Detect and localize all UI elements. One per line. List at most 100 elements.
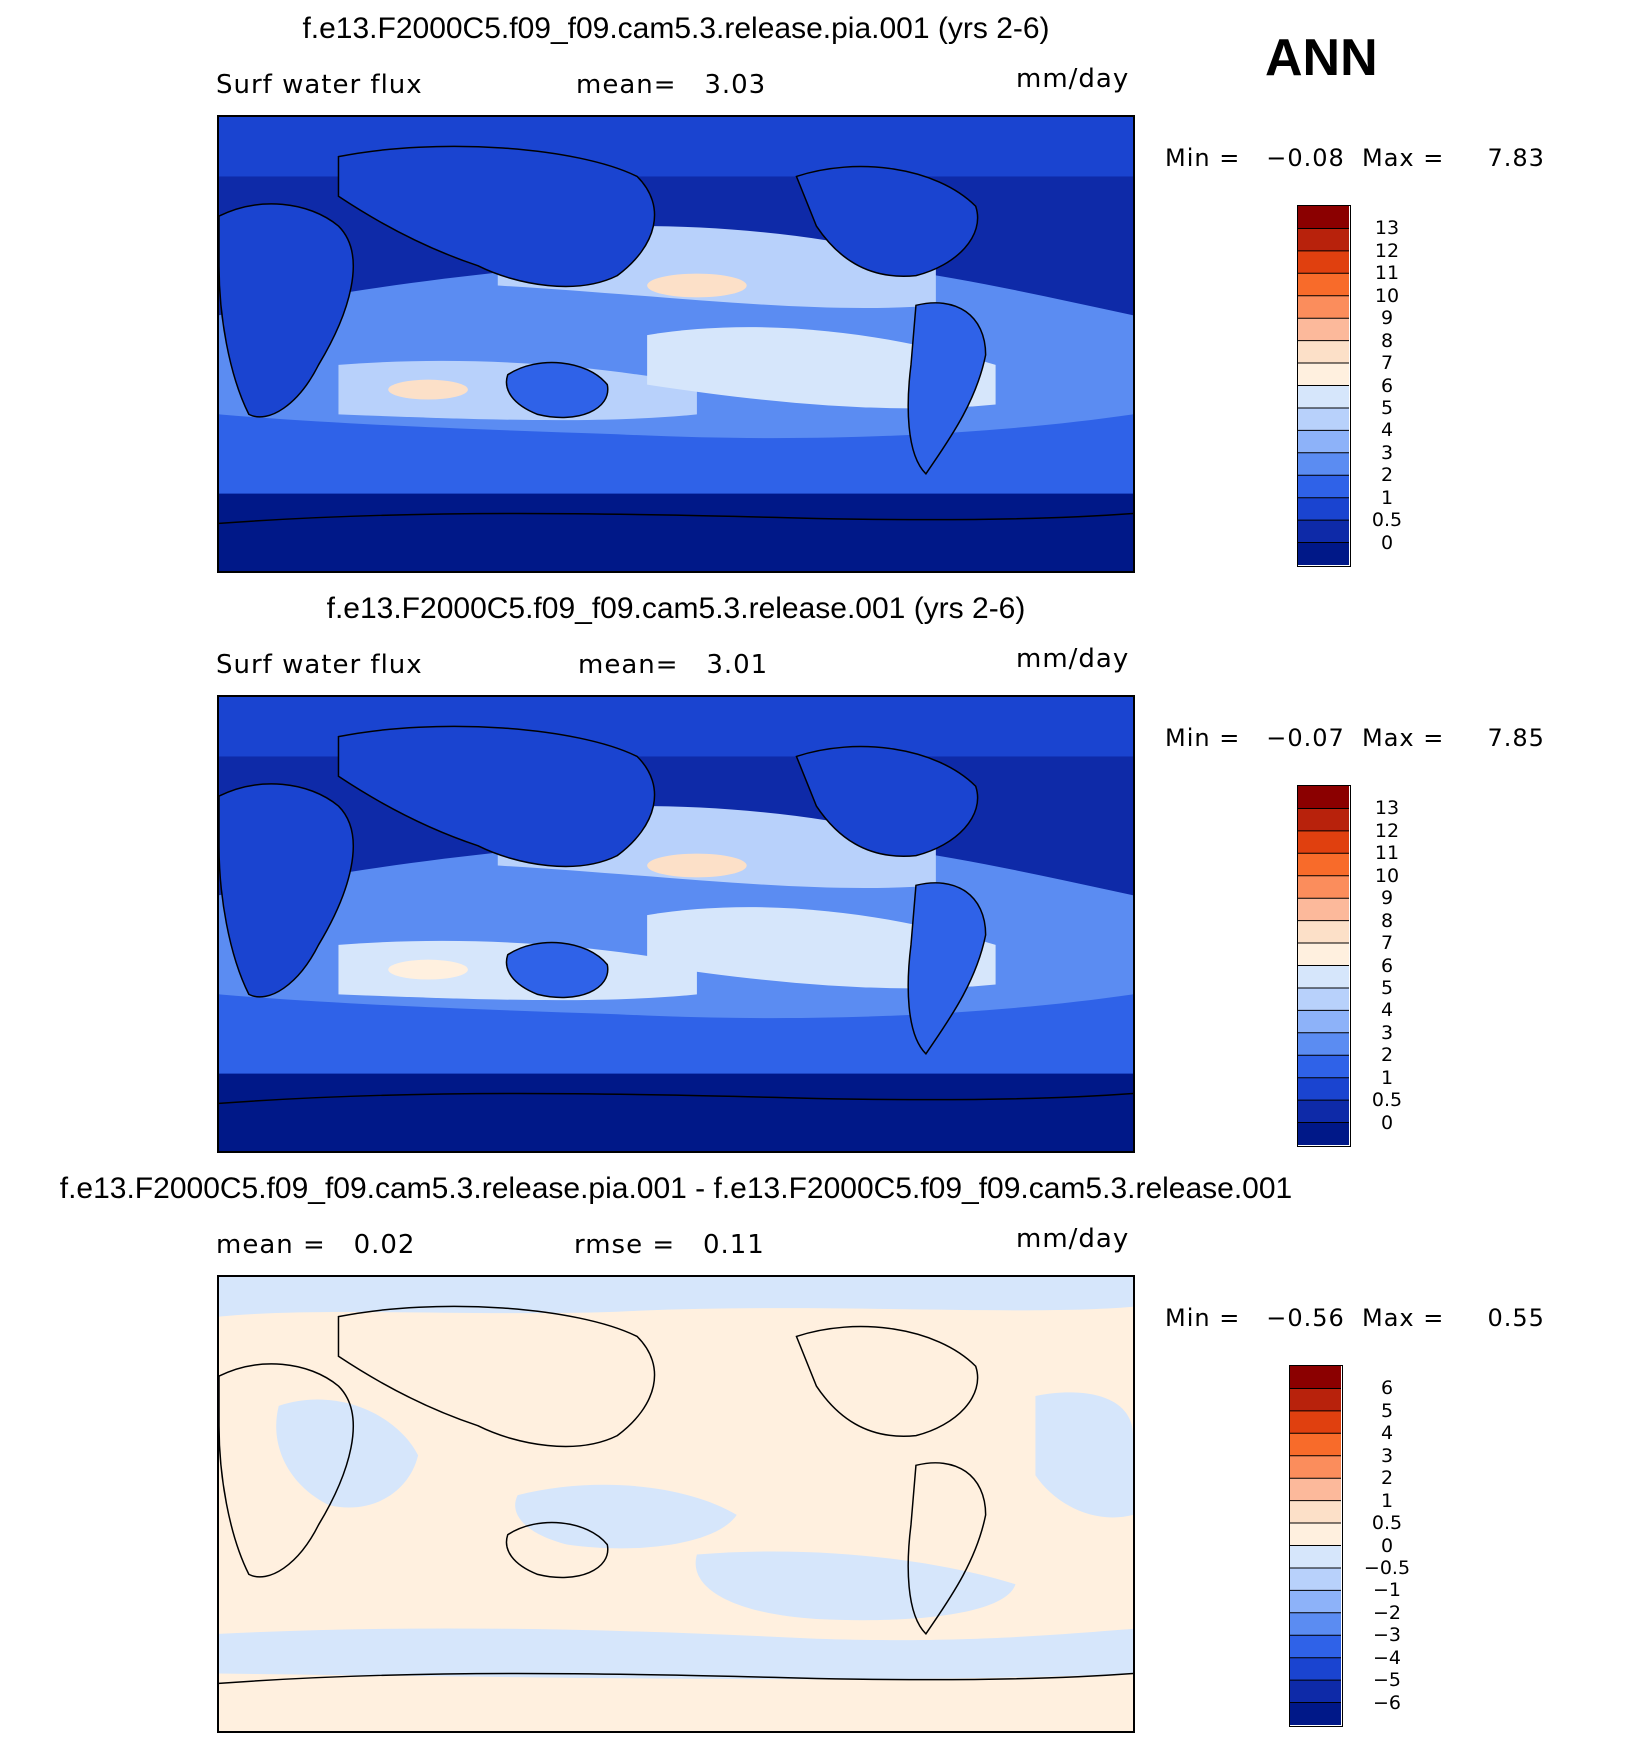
panel-1-colorbar-tick-label: 0.5 xyxy=(1371,509,1403,532)
panel-3-negative-region xyxy=(695,1551,1016,1621)
colorbar-swatch xyxy=(1290,1410,1341,1434)
panel-1-coastline xyxy=(505,361,609,419)
panel-2-colorbar-tick-label: 5 xyxy=(1380,976,1394,999)
colorbar-swatch xyxy=(1298,1077,1349,1101)
panel-3-colorbar-tick-label: 6 xyxy=(1380,1377,1394,1400)
panel-3-colorbar-tick-label: 1 xyxy=(1380,1489,1394,1512)
colorbar-swatch xyxy=(1290,1702,1341,1725)
panel-3-colorbar-tick-label: 5 xyxy=(1380,1399,1394,1422)
panel-1-colorbar-tick-label: 10 xyxy=(1374,284,1400,307)
panel-2-coastline xyxy=(505,941,609,999)
panel-3-colorbar-tick-label: −6 xyxy=(1372,1691,1401,1714)
panel-1-colorbar-tick-label: 8 xyxy=(1380,329,1394,352)
colorbar-swatch xyxy=(1290,1612,1341,1636)
colorbar-swatch xyxy=(1298,206,1349,229)
colorbar-swatch xyxy=(1298,520,1349,544)
panel-3-map-svg xyxy=(219,1277,1133,1731)
panel-2-colorbar-tick-label: 0 xyxy=(1380,1111,1394,1134)
panel-3-minmax-label: Min = −0.56 Max = 0.55 xyxy=(1165,1304,1545,1332)
panel-3-coastline xyxy=(505,1521,609,1579)
colorbar-swatch xyxy=(1298,385,1349,409)
panel-3-colorbar-tick-label: 3 xyxy=(1380,1444,1394,1467)
colorbar-swatch xyxy=(1298,1055,1349,1079)
panel-3-colorbar-tick-label: 2 xyxy=(1380,1467,1394,1490)
colorbar-swatch xyxy=(1290,1567,1341,1591)
panel-3-colorbar-tick-label: −3 xyxy=(1372,1624,1401,1647)
panel-1-colorbar-tick-label: 6 xyxy=(1380,374,1394,397)
panel-2-coastline xyxy=(219,783,354,998)
panel-1-variable-label: Surf water flux xyxy=(216,70,423,100)
panel-2-colorbar-tick-label: 3 xyxy=(1380,1021,1394,1044)
colorbar-swatch xyxy=(1298,853,1349,877)
panel-2-map xyxy=(217,695,1135,1153)
panel-1-colorbar-tick-label: 11 xyxy=(1374,262,1400,285)
panel-2-colorbar-tick-label: 12 xyxy=(1374,819,1400,842)
panel-1-coastline xyxy=(795,165,979,277)
panel-3-colorbar-tick-label: 0.5 xyxy=(1371,1512,1403,1535)
panel-1-colorbar-tick-label: 3 xyxy=(1380,441,1394,464)
panel-2-coastline xyxy=(337,725,656,868)
colorbar-swatch xyxy=(1298,363,1349,386)
colorbar-swatch xyxy=(1298,786,1349,809)
panel-3-rmse-label: rmse = 0.11 xyxy=(574,1230,765,1260)
panel-1-title: f.e13.F2000C5.f09_f09.cam5.3.release.pia… xyxy=(302,12,1050,45)
panel-1-colorbar-tick-label: 4 xyxy=(1380,419,1394,442)
panel-3-negative-region xyxy=(515,1484,737,1549)
panel-2-colorbar-tick-label: 8 xyxy=(1380,909,1394,932)
colorbar-swatch xyxy=(1298,920,1349,944)
panel-1-map xyxy=(217,115,1135,573)
colorbar-swatch xyxy=(1298,452,1349,476)
panel-2-peak-region xyxy=(388,959,468,980)
panel-2-colorbar-svg xyxy=(1298,786,1349,1145)
colorbar-swatch xyxy=(1298,475,1349,499)
colorbar-swatch xyxy=(1298,250,1349,274)
panel-3-coastline xyxy=(219,1363,354,1578)
panel-2-colorbar-tick-label: 6 xyxy=(1380,954,1394,977)
panel-1-map-svg xyxy=(219,117,1133,571)
panel-3-colorbar-tick-label: 4 xyxy=(1380,1422,1394,1445)
panel-3-colorbar-tick-label: −0.5 xyxy=(1363,1556,1411,1579)
panel-2-colorbar-labels: 13 12 11 10 9 8 7 6 5 4 3 2 1 0.5 0 xyxy=(1355,785,1435,1147)
panel-1-colorbar-tick-label: 5 xyxy=(1380,396,1394,419)
panel-2-variable-label: Surf water flux xyxy=(216,650,423,680)
panel-3-negative-region xyxy=(219,1628,1133,1680)
panel-1-colorbar-tick-label: 1 xyxy=(1380,486,1394,509)
colorbar-swatch xyxy=(1290,1433,1341,1457)
panel-2-colorbar-tick-label: 1 xyxy=(1380,1066,1394,1089)
panel-3-coastline xyxy=(907,1462,987,1636)
panel-2-colorbar-tick-label: 10 xyxy=(1374,864,1400,887)
colorbar-swatch xyxy=(1290,1545,1341,1569)
panel-2-title: f.e13.F2000C5.f09_f09.cam5.3.release.001… xyxy=(326,592,1026,625)
panel-2-antarctic-band xyxy=(219,1073,1133,1151)
colorbar-swatch xyxy=(1298,1100,1349,1124)
panel-1-peak-region xyxy=(388,379,468,400)
panel-3-colorbar-tick-label: −1 xyxy=(1372,1579,1401,1602)
panel-1-antarctic-band xyxy=(219,493,1133,571)
panel-1-colorbar-tick-label: 12 xyxy=(1374,239,1400,262)
panel-2-colorbar-tick-label: 2 xyxy=(1380,1044,1394,1067)
panel-2-colorbar-tick-label: 0.5 xyxy=(1371,1089,1403,1112)
panel-1-mean-label: mean= 3.03 xyxy=(576,70,767,100)
panel-3-colorbar xyxy=(1289,1365,1343,1727)
panel-1-peak-region xyxy=(647,273,747,298)
colorbar-swatch xyxy=(1298,430,1349,454)
panel-1-coastline xyxy=(907,302,987,476)
season-label: ANN xyxy=(1265,29,1378,87)
panel-3-negative-region xyxy=(1035,1392,1133,1518)
colorbar-swatch xyxy=(1290,1635,1341,1659)
colorbar-swatch xyxy=(1298,407,1349,431)
colorbar-swatch xyxy=(1298,1122,1349,1145)
colorbar-swatch xyxy=(1298,875,1349,899)
colorbar-swatch xyxy=(1290,1523,1341,1546)
panel-3-units-label: mm/day xyxy=(1016,1224,1130,1254)
colorbar-swatch xyxy=(1298,497,1349,521)
panel-3-negative-region xyxy=(276,1399,419,1508)
panel-2-colorbar-tick-label: 11 xyxy=(1374,842,1400,865)
panel-2-minmax-label: Min = −0.07 Max = 7.85 xyxy=(1165,724,1545,752)
panel-1-colorbar-labels: 13 12 11 10 9 8 7 6 5 4 3 2 1 0.5 0 xyxy=(1355,205,1435,567)
colorbar-swatch xyxy=(1290,1680,1341,1704)
colorbar-swatch xyxy=(1298,898,1349,922)
panel-2-coastline xyxy=(907,882,987,1056)
colorbar-swatch xyxy=(1298,987,1349,1011)
panel-2-mean-label: mean= 3.01 xyxy=(578,650,769,680)
